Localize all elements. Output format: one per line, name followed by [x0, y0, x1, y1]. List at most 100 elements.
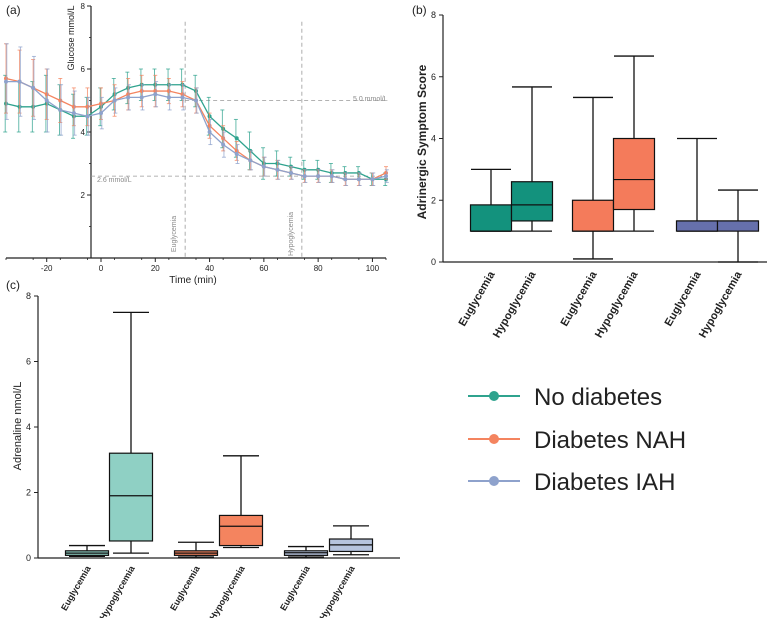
ref-line-label-2-6: 2.6 mmol/L [97, 177, 132, 184]
panel-c-y-tick-label: 2 [26, 488, 31, 498]
panel-b-box-no-diabetes-hypoglycemia [510, 86, 554, 232]
data-point [289, 170, 293, 175]
panel-c-category-label: Hypoglycemia [318, 563, 358, 618]
data-point [71, 104, 76, 109]
data-point [44, 92, 49, 97]
data-point [85, 114, 90, 119]
panel-a-letter: (a) [6, 3, 21, 17]
data-point [31, 85, 36, 90]
panel-c-y-tick-label: 6 [26, 357, 31, 367]
data-point [248, 158, 253, 163]
panel-b-box-no-diabetes-euglycemia [469, 168, 513, 232]
panel-a-y-tick-label: 4 [81, 128, 86, 137]
panel-c-category-label: Euglycemia [168, 563, 202, 612]
data-point [166, 95, 171, 100]
panel-c-category-label: Euglycemia [59, 563, 93, 612]
panel-b-ylabel: Adrinergic Symptom Score [415, 64, 429, 219]
panel-a-y-tick-label: 6 [81, 65, 86, 74]
panel-b-y-tick-label: 4 [431, 134, 436, 144]
panel-c-category-label: Hypoglycemia [98, 563, 138, 618]
panel-a-xlabel: Time (min) [169, 275, 216, 286]
data-point [153, 92, 158, 97]
panel-b-category-label: Euglycemia [457, 269, 498, 329]
panel-b-letter: (b) [412, 3, 427, 17]
legend-label-no-diabetes: No diabetes [534, 384, 662, 411]
panel-a-x-tick-label: 0 [99, 264, 104, 273]
panel-b-category-label: Hypoglycemia [593, 269, 641, 340]
panel-c-box-diabetes-nah-hypoglycemia [218, 455, 264, 549]
panel-b-y-tick-label: 2 [431, 195, 436, 205]
panel-c-box-diabetes-iah-euglycemia [283, 545, 329, 558]
data-point [207, 123, 212, 128]
legend-label-diabetes-nah: Diabetes NAH [534, 427, 686, 454]
legend-item-diabetes-iah: Diabetes IAH [468, 469, 675, 496]
phase-label-euglycemia: Euglycemia [171, 216, 178, 252]
data-point [221, 142, 226, 147]
box-iqr [675, 220, 719, 232]
panel-a-x-tick-label: 40 [205, 264, 214, 273]
panel-b-category-label: Euglycemia [559, 269, 600, 329]
panel-a-x-tick-label: 60 [259, 264, 268, 273]
legend-marker-no-diabetes [489, 391, 499, 401]
panel-a-x-tick-label: 100 [366, 264, 380, 273]
box-iqr [571, 199, 615, 232]
panel-a-ylabel: Glucose mmol/L [66, 5, 76, 70]
panel-a-x-tick-label: -20 [41, 264, 53, 273]
data-point [207, 130, 212, 134]
data-point [302, 174, 307, 179]
panel-c-box-no-diabetes-euglycemia [64, 544, 110, 558]
data-point [166, 89, 171, 94]
panel-c-ylabel: Adrenaline nmol/L [12, 382, 24, 471]
panel-b-category-label: Euglycemia [663, 269, 704, 329]
box-iqr [510, 181, 554, 222]
panel-c-box-no-diabetes-hypoglycemia [108, 311, 154, 554]
data-point [99, 101, 103, 106]
ref-line-label-5: 5.0 mmol/L [353, 96, 388, 103]
box-iqr [716, 220, 760, 232]
data-point [139, 89, 144, 94]
legend-marker-diabetes-nah [489, 434, 499, 444]
panel-a-x-tick-label: 80 [314, 264, 323, 273]
panel-b: (b) Adrinergic Symptom Score 0 2 4 6 8 Euglyc… [412, 3, 767, 340]
data-point [112, 98, 117, 103]
panel-b-y-tick-label: 6 [431, 72, 436, 82]
data-point [126, 95, 131, 100]
data-point [261, 164, 266, 169]
legend: No diabetes Diabetes NAH Diabetes IAH [468, 384, 686, 496]
data-point [234, 152, 239, 157]
data-point [275, 167, 280, 172]
legend-item-no-diabetes: No diabetes [468, 384, 662, 411]
panel-b-category-label: Hypoglycemia [697, 269, 745, 340]
data-point [99, 111, 103, 116]
panel-a-y-tick-label: 2 [81, 191, 86, 200]
panel-b-box-diabetes-iah-euglycemia [675, 137, 719, 232]
data-point [85, 104, 90, 109]
legend-label-diabetes-iah: Diabetes IAH [534, 469, 675, 496]
legend-marker-diabetes-iah [489, 476, 499, 486]
panel-c-category-label: Euglycemia [278, 563, 312, 612]
data-point [17, 79, 22, 84]
data-point [221, 136, 226, 141]
panel-a-y-tick-label: 8 [81, 2, 86, 11]
box-iqr [108, 452, 154, 542]
panel-c-box-diabetes-iah-hypoglycemia [328, 525, 374, 556]
panel-c-y-tick-label: 4 [26, 422, 31, 432]
box-iqr [469, 204, 513, 232]
data-point [234, 136, 239, 141]
data-point [71, 111, 76, 116]
data-point [58, 107, 63, 112]
data-point [139, 95, 144, 100]
data-point [4, 79, 8, 84]
panel-c-letter: (c) [6, 278, 20, 292]
panel-a: (a) Time (min) Glucose mmol/L 5.0 mmol/L… [3, 2, 389, 286]
panel-c-box-diabetes-nah-euglycemia [173, 541, 219, 558]
data-point [194, 98, 198, 103]
panel-b-box-diabetes-nah-euglycemia [571, 96, 615, 260]
data-point [58, 98, 63, 103]
panel-b-box-diabetes-iah-hypoglycemia [716, 189, 760, 263]
data-point [44, 98, 49, 103]
data-point [180, 95, 185, 100]
series-diabetes-iah [4, 43, 389, 187]
